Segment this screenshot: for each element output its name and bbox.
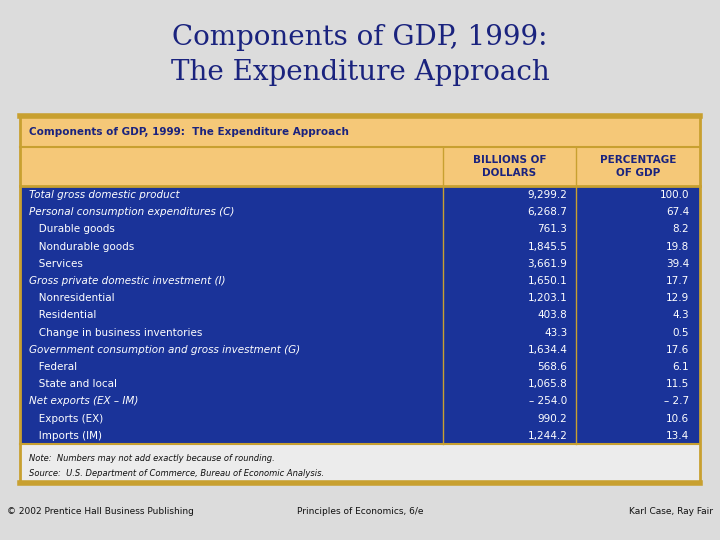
Text: 13.4: 13.4 xyxy=(666,431,689,441)
Text: Source:  U.S. Department of Commerce, Bureau of Economic Analysis.: Source: U.S. Department of Commerce, Bur… xyxy=(29,469,324,478)
Text: Components of GDP, 1999:  The Expenditure Approach: Components of GDP, 1999: The Expenditure… xyxy=(29,127,348,137)
Text: Durable goods: Durable goods xyxy=(29,224,114,234)
Text: – 2.7: – 2.7 xyxy=(664,396,689,407)
Text: 11.5: 11.5 xyxy=(666,379,689,389)
Text: State and local: State and local xyxy=(29,379,117,389)
Text: 17.7: 17.7 xyxy=(666,276,689,286)
Text: Gross private domestic investment (I): Gross private domestic investment (I) xyxy=(29,276,225,286)
Text: Net exports (EX – IM): Net exports (EX – IM) xyxy=(29,396,138,407)
Text: 12.9: 12.9 xyxy=(666,293,689,303)
Text: 0.5: 0.5 xyxy=(672,328,689,338)
Text: – 254.0: – 254.0 xyxy=(529,396,567,407)
Text: 3,661.9: 3,661.9 xyxy=(528,259,567,269)
Text: 6.1: 6.1 xyxy=(672,362,689,372)
Text: Federal: Federal xyxy=(29,362,77,372)
Text: 761.3: 761.3 xyxy=(538,224,567,234)
Text: 39.4: 39.4 xyxy=(666,259,689,269)
Text: 6,268.7: 6,268.7 xyxy=(528,207,567,217)
Text: 1,065.8: 1,065.8 xyxy=(528,379,567,389)
Text: 100.0: 100.0 xyxy=(660,190,689,200)
Text: 1,650.1: 1,650.1 xyxy=(528,276,567,286)
Text: Personal consumption expenditures (C): Personal consumption expenditures (C) xyxy=(29,207,234,217)
Text: Change in business inventories: Change in business inventories xyxy=(29,328,202,338)
Text: 67.4: 67.4 xyxy=(666,207,689,217)
Text: 4.3: 4.3 xyxy=(672,310,689,320)
Text: 1,244.2: 1,244.2 xyxy=(528,431,567,441)
Text: 403.8: 403.8 xyxy=(538,310,567,320)
Text: 1,634.4: 1,634.4 xyxy=(528,345,567,355)
Text: Government consumption and gross investment (G): Government consumption and gross investm… xyxy=(29,345,300,355)
Text: Imports (IM): Imports (IM) xyxy=(29,431,102,441)
Text: 1,203.1: 1,203.1 xyxy=(528,293,567,303)
Text: 990.2: 990.2 xyxy=(538,414,567,423)
Text: 8.2: 8.2 xyxy=(672,224,689,234)
Text: BILLIONS OF
DOLLARS: BILLIONS OF DOLLARS xyxy=(472,156,546,178)
Text: Karl Case, Ray Fair: Karl Case, Ray Fair xyxy=(629,508,713,516)
Text: Nondurable goods: Nondurable goods xyxy=(29,241,134,252)
Text: 568.6: 568.6 xyxy=(538,362,567,372)
Text: © 2002 Prentice Hall Business Publishing: © 2002 Prentice Hall Business Publishing xyxy=(7,508,194,516)
Text: 43.3: 43.3 xyxy=(544,328,567,338)
Text: 10.6: 10.6 xyxy=(666,414,689,423)
Text: Components of GDP, 1999:: Components of GDP, 1999: xyxy=(172,24,548,51)
Bar xyxy=(20,116,700,147)
Text: PERCENTAGE
OF GDP: PERCENTAGE OF GDP xyxy=(600,156,676,178)
Text: Nonresidential: Nonresidential xyxy=(29,293,114,303)
Bar xyxy=(20,444,700,483)
Text: Note:  Numbers may not add exactly because of rounding.: Note: Numbers may not add exactly becaus… xyxy=(29,454,274,463)
Text: Residential: Residential xyxy=(29,310,96,320)
Text: Principles of Economics, 6/e: Principles of Economics, 6/e xyxy=(297,508,423,516)
Text: 17.6: 17.6 xyxy=(666,345,689,355)
Text: Total gross domestic product: Total gross domestic product xyxy=(29,190,179,200)
Text: 19.8: 19.8 xyxy=(666,241,689,252)
Text: 1,845.5: 1,845.5 xyxy=(528,241,567,252)
Bar xyxy=(20,147,700,186)
Text: The Expenditure Approach: The Expenditure Approach xyxy=(171,59,549,86)
Bar xyxy=(20,186,700,444)
Text: Services: Services xyxy=(29,259,83,269)
Text: 9,299.2: 9,299.2 xyxy=(528,190,567,200)
Text: Exports (EX): Exports (EX) xyxy=(29,414,103,423)
